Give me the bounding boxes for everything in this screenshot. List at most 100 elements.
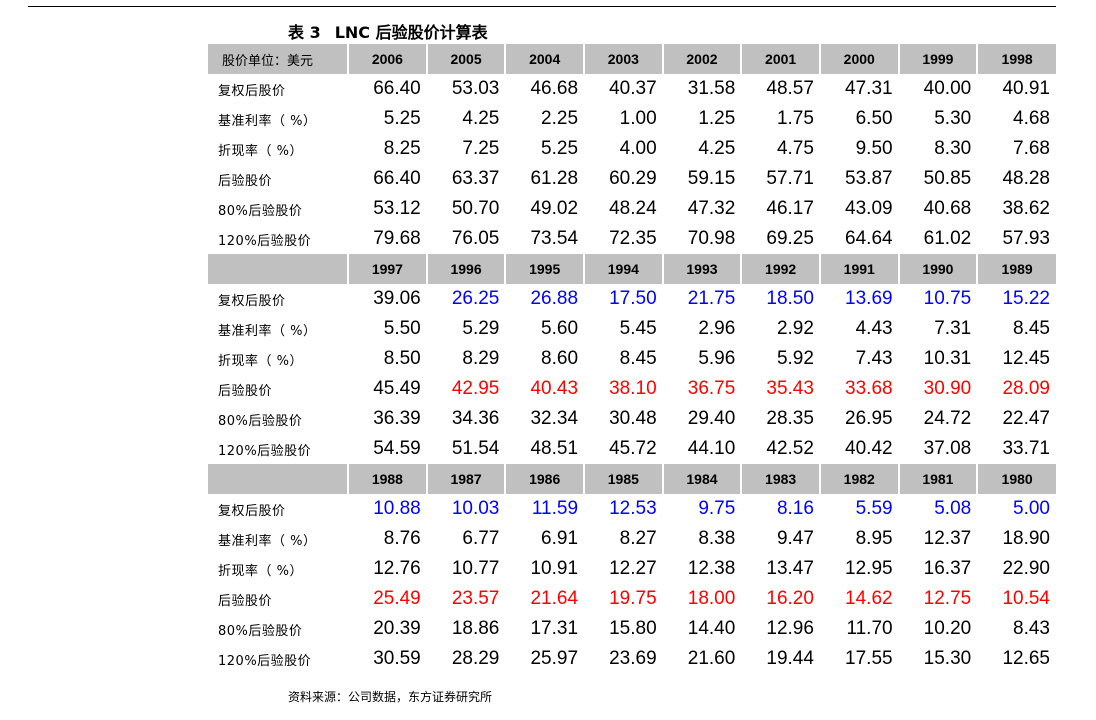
- value-cell: 63.37: [451, 168, 500, 189]
- row-label: 80%后验股价: [218, 203, 303, 219]
- value-cell: 5.45: [619, 318, 657, 339]
- table-row: 后验股价 45.49 42.95 40.43 38.10 36.75 35.43 33.68 3…: [208, 374, 1056, 404]
- value-cell: 7.31: [934, 318, 972, 339]
- value-cell: 30.59: [373, 648, 421, 669]
- unit-label: 股价单位：美元: [208, 44, 349, 74]
- value-cell: 10.77: [451, 558, 500, 579]
- value-cell: 13.47: [766, 558, 814, 579]
- value-cell: 76.05: [451, 228, 500, 249]
- row-label: 折现率（ %）: [218, 143, 303, 159]
- value-cell: 18.00: [687, 588, 736, 609]
- value-cell: 57.71: [766, 168, 814, 189]
- year-header: 1990: [897, 254, 978, 284]
- value-cell: 5.25: [541, 138, 579, 159]
- value-cell: 4.75: [776, 138, 814, 159]
- value-cell: 36.75: [687, 378, 736, 399]
- year-header: 1984: [661, 464, 742, 494]
- table-row: 后验股价 66.40 63.37 61.28 60.29 59.15 57.71 53.87 5…: [208, 164, 1056, 194]
- value-cell: 46.17: [766, 198, 814, 219]
- value-cell: 10.20: [923, 618, 972, 639]
- value-cell: 30.48: [609, 408, 657, 429]
- table-row: 基准利率（ %） 5.50 5.29 5.60 5.45 2.96 2.92 4.43 7.31…: [208, 314, 1056, 344]
- year-header: 1989: [976, 254, 1056, 284]
- value-cell: 10.31: [923, 348, 972, 369]
- value-cell: 12.96: [766, 618, 814, 639]
- value-cell: 10.75: [923, 288, 972, 309]
- year-header-row: 1988 1987 1986 1985 1984 1983 1982 1981 1980: [208, 464, 1056, 494]
- table-row: 折现率（ %） 8.50 8.29 8.60 8.45 5.96 5.92 7.43 10.31…: [208, 344, 1056, 374]
- value-cell: 45.49: [373, 378, 421, 399]
- year-header: 2004: [504, 44, 585, 74]
- value-cell: 12.45: [1002, 348, 1050, 369]
- value-cell: 26.95: [845, 408, 893, 429]
- table-row: 120%后验股价 79.68 76.05 73.54 72.35 70.98 69.25 64…: [208, 224, 1056, 254]
- value-cell: 48.51: [530, 438, 579, 459]
- value-cell: 14.40: [687, 618, 736, 639]
- table-row: 120%后验股价 30.59 28.29 25.97 23.69 21.60 19.44 17…: [208, 644, 1056, 674]
- table-row: 复权后股价 39.06 26.25 26.88 17.50 21.75 18.50 13.69…: [208, 284, 1056, 314]
- value-cell: 30.90: [923, 378, 972, 399]
- value-cell: 12.37: [923, 528, 972, 549]
- value-cell: 54.59: [373, 438, 421, 459]
- value-cell: 9.75: [698, 498, 736, 519]
- year-header: 1996: [425, 254, 506, 284]
- value-cell: 8.38: [698, 528, 736, 549]
- year-header: 2001: [740, 44, 820, 74]
- table-row: 80%后验股价 36.39 34.36 32.34 30.48 29.40 28.35 26.…: [208, 404, 1056, 434]
- row-label: 80%后验股价: [218, 413, 303, 429]
- value-cell: 26.25: [451, 288, 500, 309]
- value-cell: 45.72: [609, 438, 657, 459]
- value-cell: 12.76: [373, 558, 421, 579]
- value-cell: 12.27: [609, 558, 657, 579]
- value-cell: 8.45: [619, 348, 657, 369]
- top-rule: [28, 6, 1056, 7]
- value-cell: 8.29: [462, 348, 500, 369]
- value-cell: 8.60: [541, 348, 579, 369]
- value-cell: 38.62: [1002, 198, 1050, 219]
- value-cell: 5.50: [383, 318, 421, 339]
- value-cell: 4.00: [619, 138, 657, 159]
- year-header: 1998: [976, 44, 1056, 74]
- value-cell: 46.68: [530, 78, 579, 99]
- table-number: 表 3: [288, 23, 321, 42]
- value-cell: 44.10: [687, 438, 736, 459]
- table-row: 后验股价 25.49 23.57 21.64 19.75 18.00 16.20 14.62 1…: [208, 584, 1056, 614]
- row-label: 复权后股价: [218, 503, 286, 519]
- value-cell: 28.29: [451, 648, 500, 669]
- value-cell: 10.03: [451, 498, 500, 519]
- value-cell: 53.87: [845, 168, 893, 189]
- unit-label: [208, 254, 349, 284]
- value-cell: 73.54: [530, 228, 579, 249]
- value-cell: 4.68: [1013, 108, 1050, 129]
- year-header: 1992: [740, 254, 820, 284]
- value-cell: 11.70: [846, 618, 893, 639]
- value-cell: 15.22: [1002, 288, 1050, 309]
- year-header: 2002: [661, 44, 742, 74]
- value-cell: 23.69: [609, 648, 657, 669]
- year-header: 1981: [897, 464, 978, 494]
- year-header: 1980: [976, 464, 1056, 494]
- value-cell: 4.25: [698, 138, 736, 159]
- year-header: 1986: [504, 464, 585, 494]
- value-cell: 48.57: [766, 78, 814, 99]
- value-cell: 29.40: [687, 408, 736, 429]
- value-cell: 1.25: [698, 108, 736, 129]
- year-header: 1999: [897, 44, 978, 74]
- value-cell: 7.43: [855, 348, 893, 369]
- table-body: 股价单位：美元 2006 2005 2004 2003 2002 2001 2000 1999 1…: [208, 44, 1056, 674]
- row-label: 后验股价: [218, 383, 273, 399]
- row-label: 80%后验股价: [218, 623, 303, 639]
- row-label: 复权后股价: [218, 293, 286, 309]
- row-label: 基准利率（ %）: [218, 113, 317, 129]
- value-cell: 12.65: [1002, 648, 1050, 669]
- value-cell: 17.50: [609, 288, 657, 309]
- value-cell: 47.32: [687, 198, 736, 219]
- value-cell: 43.09: [845, 198, 893, 219]
- table-row: 基准利率（ %） 8.76 6.77 6.91 8.27 8.38 9.47 8.95 12.3…: [208, 524, 1056, 554]
- value-cell: 61.02: [923, 228, 972, 249]
- value-cell: 10.54: [1002, 588, 1050, 609]
- value-cell: 12.95: [845, 558, 893, 579]
- value-cell: 48.24: [609, 198, 657, 219]
- value-cell: 10.88: [373, 498, 421, 519]
- value-cell: 50.70: [451, 198, 500, 219]
